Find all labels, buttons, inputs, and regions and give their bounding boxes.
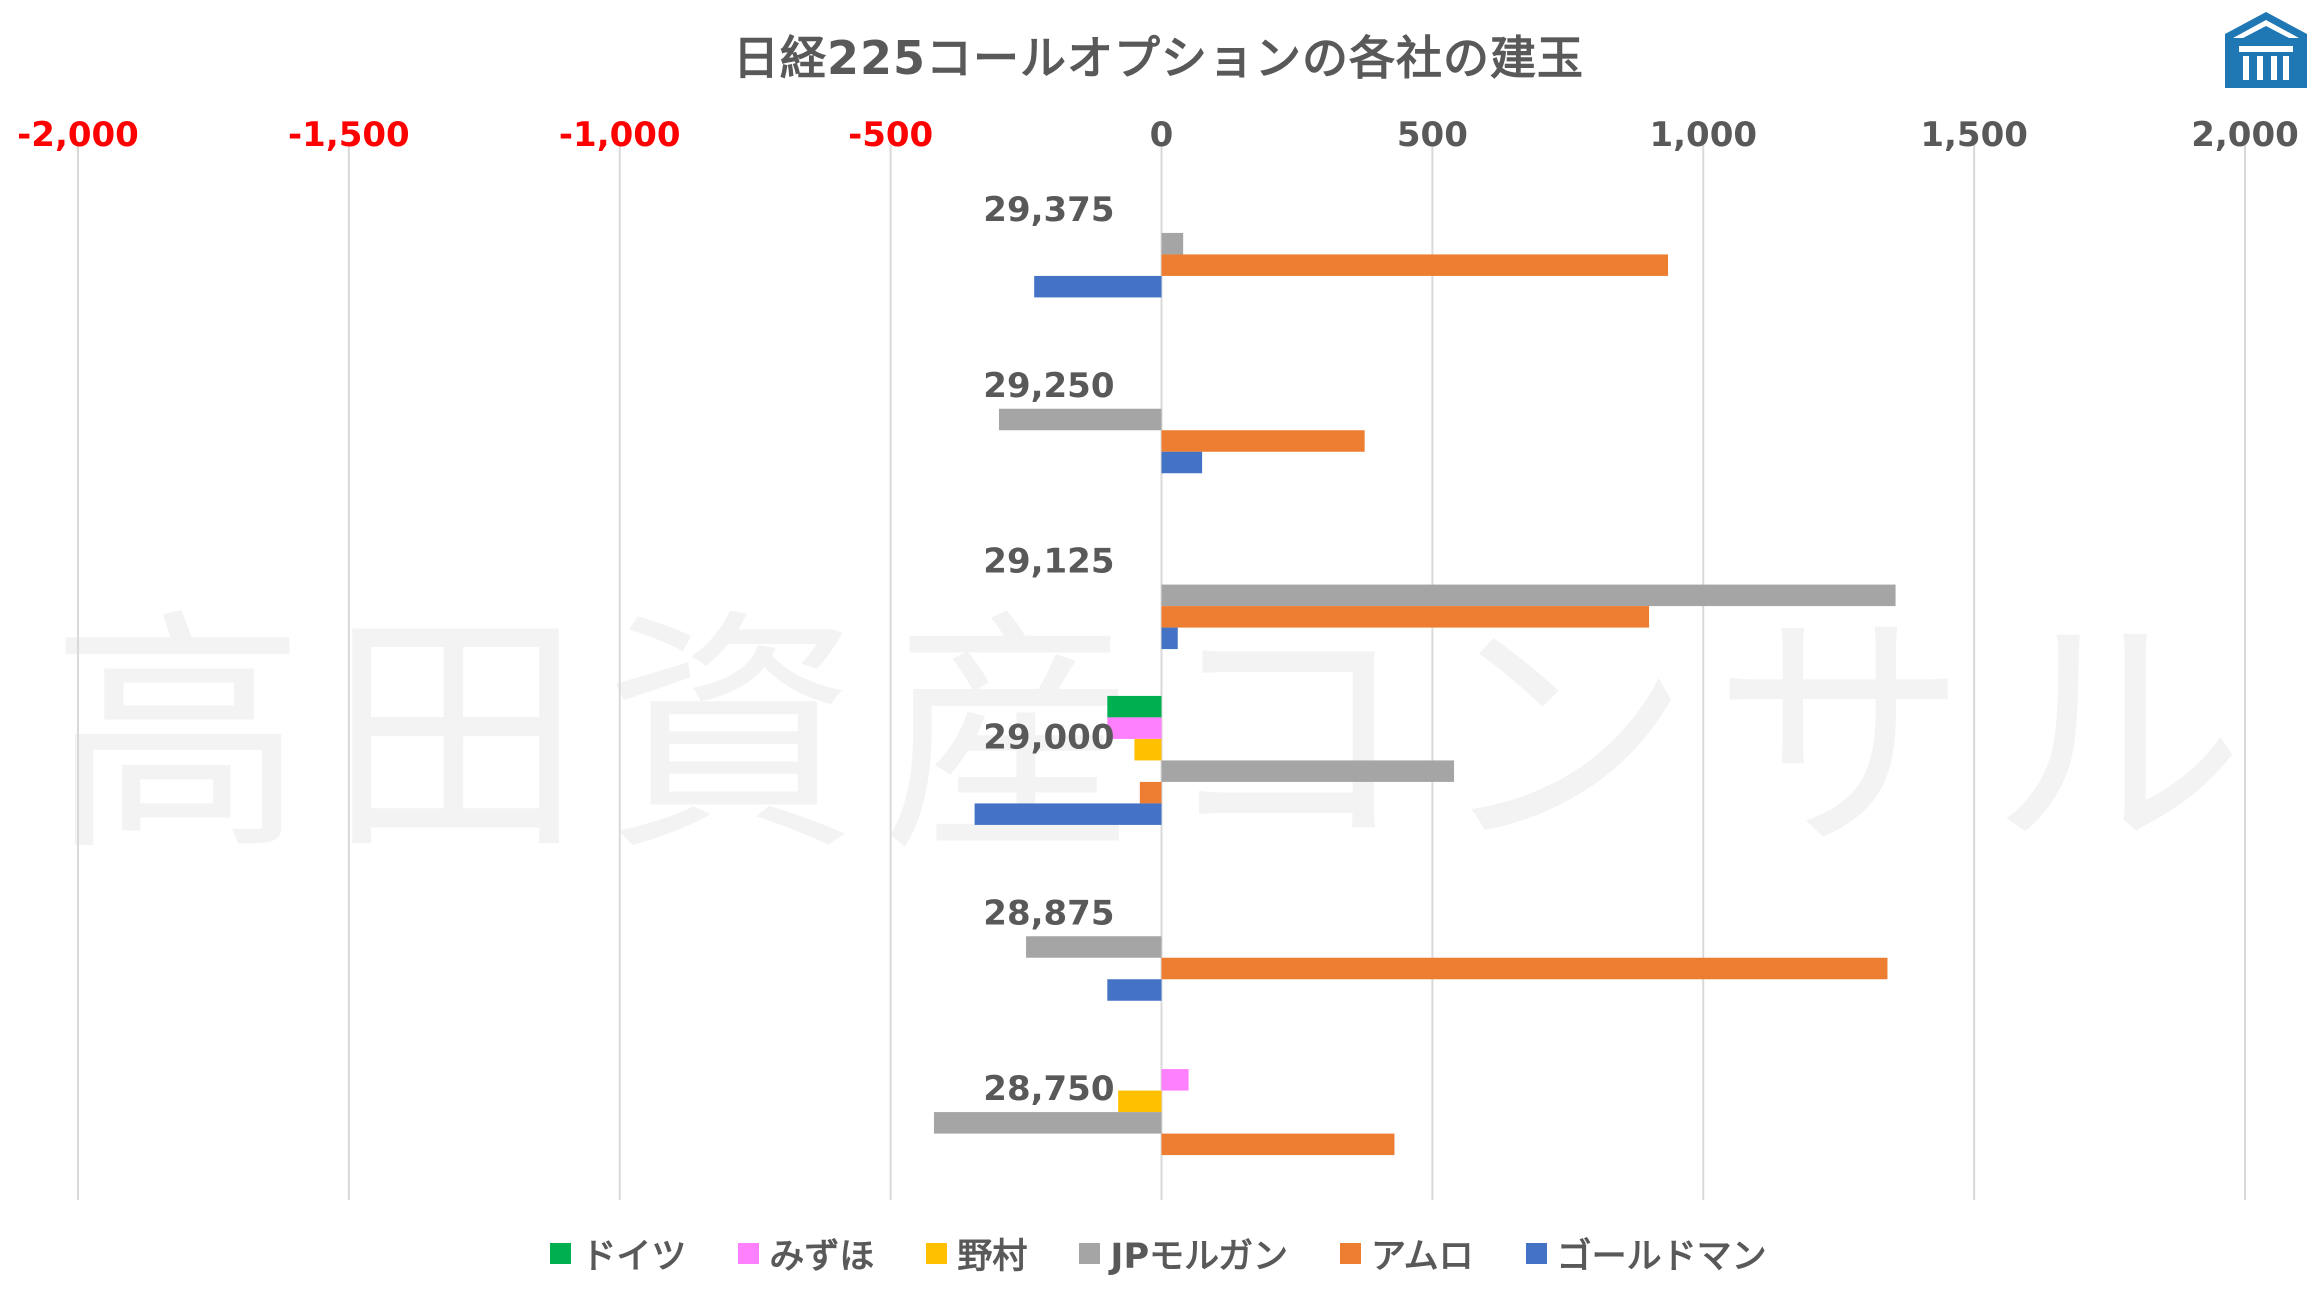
legend-swatch xyxy=(738,1243,760,1264)
category-label: 28,750 xyxy=(983,1069,1114,1109)
legend-label: JPモルガン xyxy=(1110,1237,1289,1277)
bar xyxy=(1161,1133,1395,1156)
x-tick-label: 0 xyxy=(1150,115,1174,155)
chart-title: 日経225コールオプションの各社の建玉 xyxy=(732,31,1585,85)
x-tick-label: 1,000 xyxy=(1649,115,1757,155)
legend-swatch xyxy=(1079,1243,1101,1264)
legend-item: ドイツ xyxy=(550,1228,686,1279)
x-tick-label: 500 xyxy=(1397,115,1468,155)
chart-legend: ドイツ みずほ 野村 JPモルガン アムロ ゴールドマン xyxy=(0,1228,2317,1279)
x-tick-label: 1,500 xyxy=(1920,115,2028,155)
bar xyxy=(1026,936,1162,958)
legend-swatch xyxy=(1525,1243,1547,1264)
bar xyxy=(1107,979,1162,1001)
x-tick-label: -500 xyxy=(848,115,933,155)
bar xyxy=(1134,738,1162,761)
legend-item: 野村 xyxy=(926,1228,1027,1279)
bar xyxy=(1161,584,1896,607)
bar xyxy=(998,408,1162,431)
bar xyxy=(1034,275,1162,298)
x-tick-label: 2,000 xyxy=(2191,115,2299,155)
legend-swatch xyxy=(926,1243,948,1264)
bar xyxy=(1161,606,1650,628)
bar xyxy=(1107,717,1162,739)
category-label: 29,250 xyxy=(983,366,1114,406)
bar xyxy=(1161,760,1455,782)
bar xyxy=(1161,1069,1189,1091)
bar xyxy=(1139,781,1162,804)
x-tick-label: -1,500 xyxy=(288,115,410,155)
bar xyxy=(1161,957,1888,980)
category-label: 29,000 xyxy=(983,717,1114,757)
legend-label: ドイツ xyxy=(581,1237,687,1277)
legend-item: ゴールドマン xyxy=(1525,1228,1767,1279)
x-tick-label: -2,000 xyxy=(17,115,139,155)
bar xyxy=(974,803,1162,825)
bar xyxy=(1161,254,1669,276)
legend-label: アムロ xyxy=(1371,1237,1474,1277)
bar xyxy=(1161,627,1178,650)
bar xyxy=(1161,430,1365,452)
bar xyxy=(1118,1090,1162,1113)
category-label: 29,125 xyxy=(983,542,1114,582)
bar xyxy=(933,1112,1162,1134)
legend-swatch xyxy=(550,1243,572,1264)
legend-item: みずほ xyxy=(738,1228,874,1279)
bar xyxy=(1161,232,1184,255)
legend-label: 野村 xyxy=(957,1237,1028,1277)
temple-roof-logo-icon xyxy=(2223,10,2309,90)
category-label: 28,875 xyxy=(983,893,1114,933)
legend-label: ゴールドマン xyxy=(1556,1237,1767,1277)
legend-item: JPモルガン xyxy=(1079,1228,1288,1279)
x-tick-label: -1,000 xyxy=(559,115,681,155)
category-label: 29,375 xyxy=(983,190,1114,230)
bar xyxy=(1161,451,1203,474)
legend-item: アムロ xyxy=(1340,1228,1474,1279)
legend-swatch xyxy=(1340,1243,1362,1264)
legend-label: みずほ xyxy=(769,1237,875,1277)
bar xyxy=(1107,695,1162,718)
